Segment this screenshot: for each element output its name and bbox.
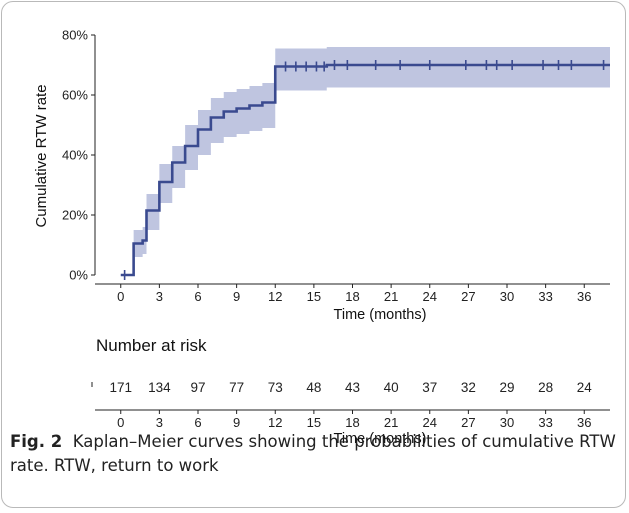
risk-table: 171 0 134 3 97 6 77 9 73 12 48 15 43 18 40 21 37 24 32 27 29… — [91, 380, 610, 430]
x-tick-label: 0 — [117, 289, 124, 304]
risk-x-tick-label: 30 — [500, 415, 514, 430]
caption-lead: Fig. 2 — [10, 432, 63, 451]
risk-table-title: Number at risk — [96, 336, 207, 355]
risk-x-tick-label: 33 — [538, 415, 552, 430]
x-tick-label: 24 — [423, 289, 437, 304]
x-axis-label: Time (months) — [334, 307, 427, 323]
risk-x-tick-label: 9 — [233, 415, 240, 430]
survival-step-line — [120, 63, 610, 277]
x-tick-label: 33 — [538, 289, 552, 304]
x-tick-label: 9 — [233, 289, 240, 304]
risk-x-axis-label: Time (months) — [334, 431, 427, 447]
risk-x-tick-label: 18 — [345, 415, 359, 430]
risk-x-tick-label: 15 — [307, 415, 321, 430]
risk-count: 134 — [148, 380, 171, 395]
risk-count: 171 — [109, 380, 132, 395]
y-tick-label: 80% — [62, 28, 88, 43]
x-tick-label: 3 — [156, 289, 163, 304]
risk-x-tick-label: 3 — [156, 415, 163, 430]
risk-count: 77 — [229, 380, 244, 395]
risk-x-tick-label: 21 — [384, 415, 398, 430]
risk-x-tick-label: 24 — [423, 415, 437, 430]
risk-count: 43 — [345, 380, 360, 395]
x-tick-label: 36 — [577, 289, 591, 304]
x-tick-label: 6 — [194, 289, 201, 304]
y-axis-label: Cumulative RTW rate — [33, 84, 50, 227]
risk-count: 97 — [190, 380, 205, 395]
y-tick-label: 60% — [62, 88, 88, 103]
risk-count: 37 — [422, 380, 437, 395]
y-tick-label: 20% — [62, 208, 88, 223]
risk-count: 24 — [577, 380, 593, 395]
y-tick-label: 40% — [62, 148, 88, 163]
km-chart: 0%20%40%60%80%0 3 6 9 12 15 18 21 24 27 30 33 36 Cum… — [33, 28, 610, 447]
y-tick-label: 0% — [69, 268, 88, 283]
x-tick-label: 21 — [384, 289, 398, 304]
figure-caption: Fig. 2 Kaplan–Meier curves showing the p… — [10, 430, 618, 478]
confidence-band — [120, 47, 610, 275]
risk-x-tick-label: 27 — [461, 415, 475, 430]
x-tick-label: 27 — [461, 289, 475, 304]
risk-count: 48 — [306, 380, 321, 395]
risk-count: 32 — [461, 380, 476, 395]
x-tick-label: 12 — [268, 289, 282, 304]
caption-text: Kaplan–Meier curves showing the probabil… — [10, 432, 616, 475]
risk-count: 73 — [268, 380, 283, 395]
x-tick-label: 30 — [500, 289, 514, 304]
risk-x-tick-label: 0 — [117, 415, 124, 430]
plot-area: 0%20%40%60%80%0 3 6 9 12 15 18 21 24 27 30 33 36 — [62, 28, 610, 304]
risk-count: 29 — [499, 380, 514, 395]
risk-x-tick-label: 6 — [194, 415, 201, 430]
risk-x-tick-label: 36 — [577, 415, 591, 430]
x-tick-label: 18 — [345, 289, 359, 304]
risk-count: 28 — [538, 380, 553, 395]
risk-x-tick-label: 12 — [268, 415, 282, 430]
risk-count: 40 — [384, 380, 399, 395]
x-tick-label: 15 — [307, 289, 321, 304]
